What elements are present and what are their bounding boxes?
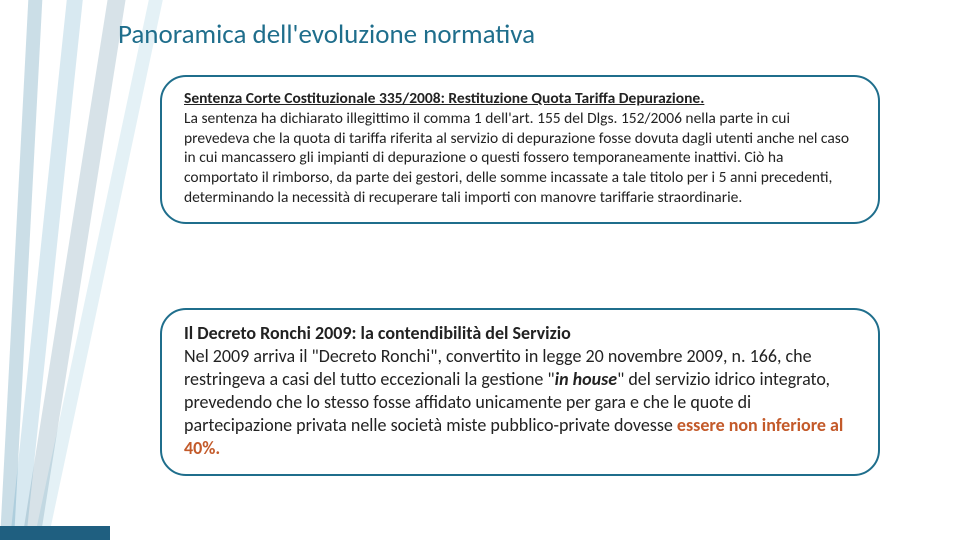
- box1-body: La sentenza ha dichiarato illegittimo il…: [184, 109, 849, 207]
- info-box-1: Sentenza Corte Costituzionale 335/2008: …: [160, 75, 880, 224]
- box1-heading: Sentenza Corte Costituzionale 335/2008: …: [184, 89, 704, 108]
- left-decoration: [0, 0, 56, 540]
- box2-heading: Il Decreto Ronchi 2009: la contendibilit…: [184, 322, 571, 344]
- box2-in-house: in house: [555, 368, 617, 390]
- info-box-2: Il Decreto Ronchi 2009: la contendibilit…: [160, 308, 880, 476]
- page-title: Panoramica dell'evoluzione normativa: [118, 18, 535, 51]
- slide: Panoramica dell'evoluzione normativa Sen…: [0, 0, 960, 540]
